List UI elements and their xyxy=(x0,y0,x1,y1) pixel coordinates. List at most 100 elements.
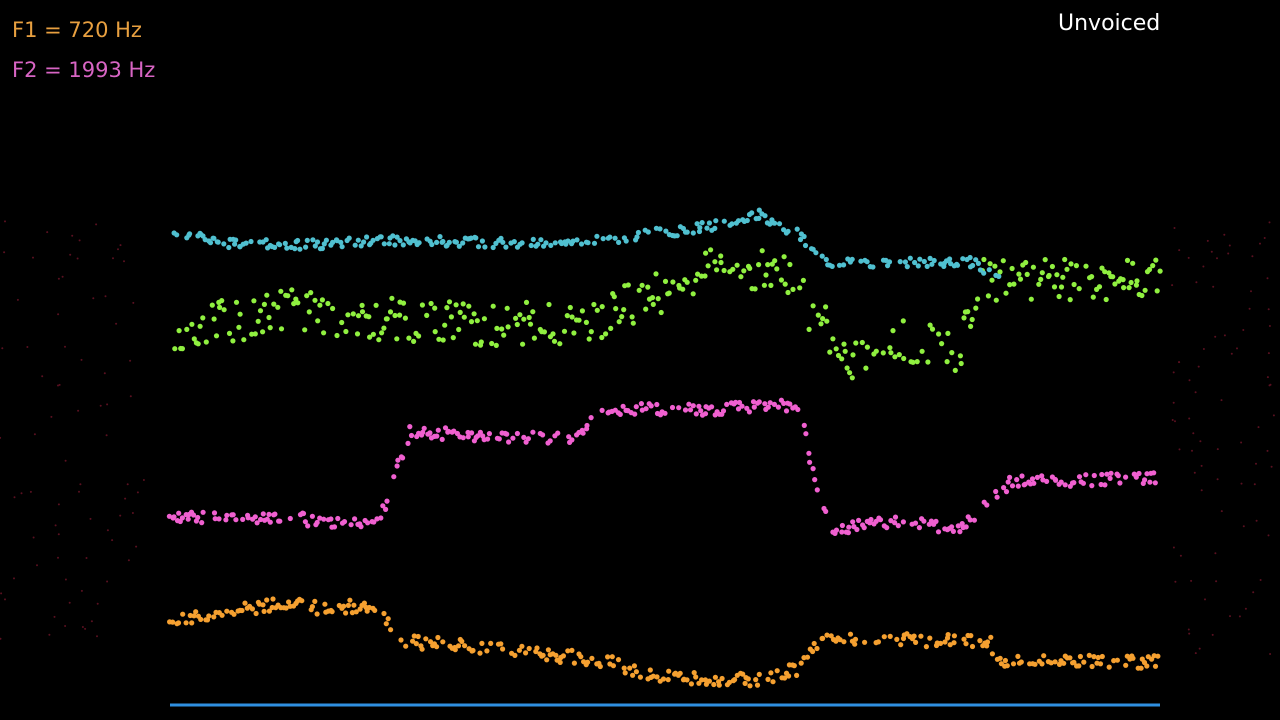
formant-dot xyxy=(1121,285,1127,291)
formant-dot xyxy=(655,296,661,302)
noise-dot xyxy=(1214,335,1217,338)
formant-dot xyxy=(708,247,714,253)
formant-dot xyxy=(945,632,951,638)
formant-dot xyxy=(599,407,605,413)
formant-dot xyxy=(501,332,507,338)
formant-dot xyxy=(523,650,529,656)
formant-dot xyxy=(1049,263,1055,270)
formant-dot xyxy=(373,302,379,308)
formant-dot xyxy=(230,338,236,344)
formant-dot xyxy=(588,329,594,335)
formant-dot xyxy=(456,326,462,333)
formant-dot xyxy=(525,436,532,442)
formant-dot xyxy=(1073,263,1079,269)
formant-dot xyxy=(555,430,561,436)
formant-dot xyxy=(1048,660,1054,666)
formant-dot xyxy=(292,246,298,252)
formant-dot xyxy=(383,506,389,512)
formant-dot xyxy=(635,229,642,236)
noise-dot xyxy=(1259,579,1262,581)
noise-dot xyxy=(1223,334,1226,337)
noise-dot xyxy=(4,220,6,223)
formant-dot xyxy=(981,270,987,276)
formant-dot xyxy=(1058,479,1064,485)
noise-dot xyxy=(58,383,61,386)
formant-dot xyxy=(394,234,400,240)
noise-dot xyxy=(64,578,67,581)
formant-dot xyxy=(1018,659,1024,665)
formant-dot xyxy=(448,314,454,320)
formant-dot xyxy=(1009,265,1015,272)
formant-dot xyxy=(257,308,264,314)
formant-dot xyxy=(237,311,243,317)
formant-dot xyxy=(735,406,742,412)
noise-dot xyxy=(69,253,72,256)
formant-dot xyxy=(771,401,778,407)
noise-dot xyxy=(13,496,16,499)
formant-dot xyxy=(648,403,654,409)
formant-dot xyxy=(526,645,532,652)
formant-dot xyxy=(1071,281,1077,288)
noise-dot xyxy=(1220,399,1223,402)
noise-dot xyxy=(1240,482,1243,485)
formant-dot xyxy=(761,282,768,288)
noise-dot xyxy=(106,580,109,583)
formant-dot xyxy=(996,273,1002,279)
formant-dot xyxy=(540,432,546,438)
formant-dot xyxy=(643,306,649,312)
formant-dot xyxy=(756,262,762,268)
formant-dot xyxy=(663,228,669,234)
formant-dot xyxy=(854,526,860,533)
formant-dot xyxy=(1142,287,1148,293)
formant-dot xyxy=(394,463,400,469)
formant-dot xyxy=(1110,274,1116,280)
formant-dot xyxy=(971,517,978,523)
formant-dot xyxy=(791,663,797,669)
formant-dot xyxy=(853,340,859,346)
formant-dot xyxy=(253,610,259,617)
noise-dot xyxy=(132,301,135,304)
formant-dot xyxy=(494,325,500,331)
formant-dot xyxy=(705,263,711,269)
formant-dot xyxy=(753,677,759,683)
formant-dot xyxy=(510,435,516,441)
formant-dot xyxy=(264,597,270,603)
noise-dot xyxy=(1192,432,1195,435)
formant-dot xyxy=(233,299,240,305)
formant-dot xyxy=(827,349,833,355)
formant-dot xyxy=(263,237,269,243)
formant-dot xyxy=(255,318,261,324)
formant-dot xyxy=(223,517,229,523)
formant-dot xyxy=(1155,653,1161,659)
formant-dot xyxy=(266,314,272,321)
noise-dot xyxy=(103,372,106,375)
f2-readout: F2 = 1993 Hz xyxy=(12,58,156,82)
formant-dot xyxy=(328,516,334,522)
formant-dot xyxy=(721,267,727,274)
formant-dot xyxy=(1091,472,1097,479)
formant-dot xyxy=(498,641,504,647)
formant-dot xyxy=(973,257,979,263)
noise-dot xyxy=(1255,462,1257,465)
formant-dot xyxy=(783,408,790,414)
formant-dot xyxy=(734,262,740,268)
formant-dot xyxy=(203,339,209,345)
formant-dot xyxy=(278,288,284,294)
formant-dot xyxy=(929,261,935,267)
formant-dot xyxy=(1036,281,1042,287)
formant-dot xyxy=(756,215,762,221)
formant-dot xyxy=(820,635,826,642)
formant-dot xyxy=(1147,479,1153,485)
formant-dot xyxy=(750,399,757,405)
noise-dot xyxy=(129,395,132,398)
formant-dot xyxy=(718,259,724,266)
formant-dot xyxy=(506,439,512,445)
formant-dot xyxy=(314,239,321,245)
formant-dot xyxy=(500,239,506,245)
formant-dot xyxy=(665,677,671,683)
formant-dot xyxy=(1016,271,1022,277)
formant-dot xyxy=(756,671,762,678)
formant-dot xyxy=(785,289,791,296)
noise-dot xyxy=(105,434,108,437)
formant-dot xyxy=(1023,259,1029,266)
